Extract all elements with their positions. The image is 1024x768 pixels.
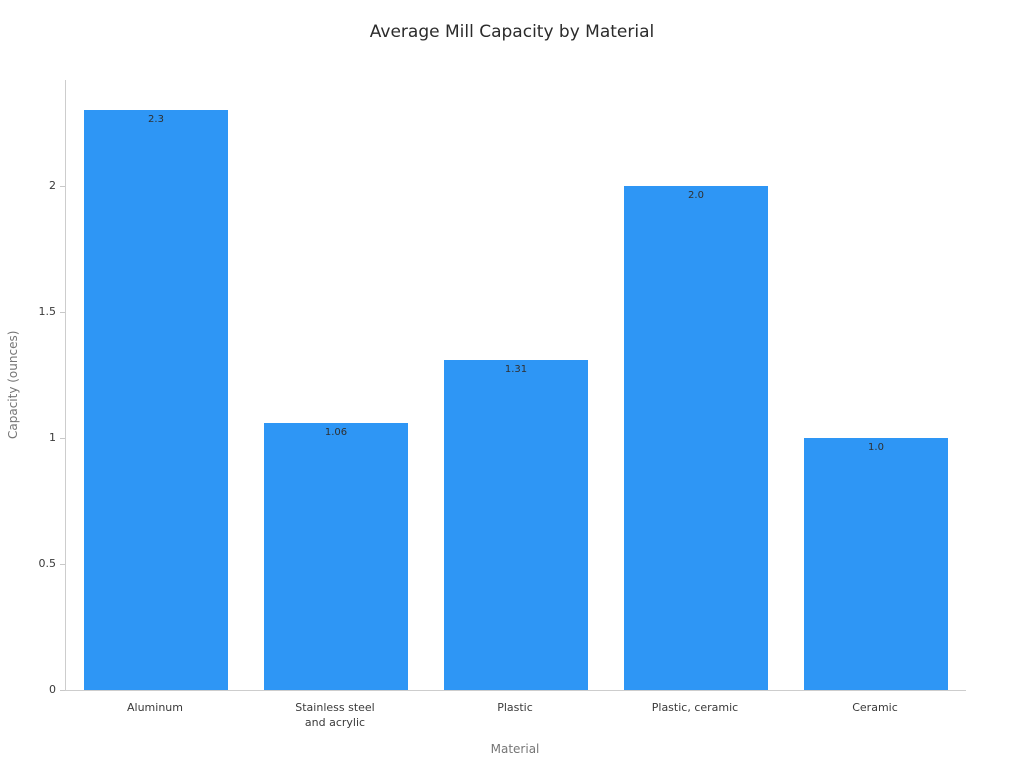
bar-value-label: 2.3 [148,114,164,126]
bar-value-label: 1.0 [868,441,884,453]
bar-2: 1.31 [443,359,589,690]
x-tick-label: Plastic [497,701,533,714]
y-tick-mark [60,311,65,313]
x-tick-label: Ceramic [852,701,898,714]
y-tick-mark [60,185,65,187]
x-tick-label: Aluminum [127,701,183,714]
y-tick-label: 1.5 [38,304,57,318]
bar-value-label: 2.0 [688,189,704,201]
y-axis-label: Capacity (ounces) [6,330,20,440]
plot-area: 2.3 1.06 1.31 2.0 1.0 [65,80,966,691]
y-tick-mark [60,690,65,691]
x-axis-label: Material [490,742,540,756]
bar-value-label: 1.31 [504,363,528,375]
chart-title: Average Mill Capacity by Material [369,22,655,42]
bar-1: 1.06 [263,422,409,690]
y-tick-label: 1 [49,430,56,444]
x-tick-label: Plastic, ceramic [651,701,739,714]
y-tick-label: 0.5 [38,556,57,570]
bar-value-label: 1.06 [324,426,348,438]
y-tick-mark [60,563,65,565]
x-tick-label: Stainless steel and acrylic [295,701,375,729]
bar-3: 2.0 [623,185,769,690]
y-tick-label: 0 [49,683,56,696]
y-tick-label: 2 [49,178,56,192]
bar-0: 2.3 [83,110,229,690]
bar-4: 1.0 [803,437,949,690]
y-tick-mark [60,437,65,439]
